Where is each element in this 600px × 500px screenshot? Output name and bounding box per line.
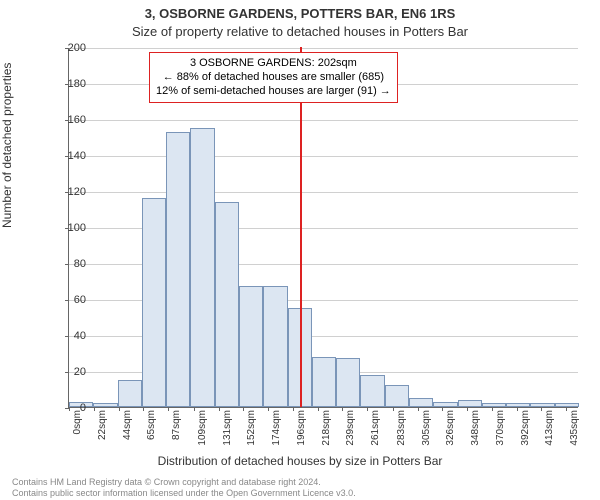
histogram-bar bbox=[142, 198, 166, 407]
histogram-bar bbox=[215, 202, 239, 407]
histogram-bar bbox=[433, 402, 457, 407]
annotation-line1: 3 OSBORNE GARDENS: 202sqm bbox=[156, 57, 391, 71]
gridline bbox=[69, 192, 578, 193]
y-tick-label: 160 bbox=[40, 114, 86, 126]
x-tick-label: 348sqm bbox=[470, 410, 481, 446]
gridline bbox=[69, 156, 578, 157]
y-tick-label: 200 bbox=[40, 42, 86, 54]
x-tick-label: 283sqm bbox=[396, 410, 407, 446]
x-tick-label: 152sqm bbox=[246, 410, 257, 446]
histogram-bar bbox=[506, 403, 530, 407]
x-tick-label: 239sqm bbox=[345, 410, 356, 446]
y-tick-label: 140 bbox=[40, 150, 86, 162]
histogram-bar bbox=[336, 358, 360, 407]
x-tick-label: 87sqm bbox=[171, 410, 182, 440]
license-text: Contains HM Land Registry data © Crown c… bbox=[12, 477, 356, 498]
histogram-bar bbox=[118, 380, 142, 407]
histogram-bar bbox=[93, 403, 117, 407]
histogram-bar bbox=[263, 286, 287, 407]
histogram-bar bbox=[166, 132, 190, 407]
x-tick-label: 65sqm bbox=[146, 410, 157, 440]
plot-area: 0sqm22sqm44sqm65sqm87sqm109sqm131sqm152s… bbox=[68, 48, 578, 408]
x-axis-label: Distribution of detached houses by size … bbox=[0, 454, 600, 468]
x-tick-label: 370sqm bbox=[495, 410, 506, 446]
histogram-bar bbox=[458, 400, 482, 407]
annotation-line2: ← 88% of detached houses are smaller (68… bbox=[156, 71, 391, 85]
y-tick-label: 100 bbox=[40, 222, 86, 234]
x-tick-label: 305sqm bbox=[421, 410, 432, 446]
x-tick-label: 435sqm bbox=[569, 410, 580, 446]
histogram-bar bbox=[385, 385, 409, 407]
x-tick-label: 109sqm bbox=[197, 410, 208, 446]
histogram-bar bbox=[312, 357, 336, 407]
chart-title-main: 3, OSBORNE GARDENS, POTTERS BAR, EN6 1RS bbox=[0, 6, 600, 21]
chart-title-sub: Size of property relative to detached ho… bbox=[0, 24, 600, 39]
gridline bbox=[69, 120, 578, 121]
y-axis-label: Number of detached properties bbox=[0, 63, 14, 228]
x-tick-label: 44sqm bbox=[122, 410, 133, 440]
histogram-bar bbox=[530, 403, 554, 407]
y-tick-label: 60 bbox=[40, 294, 86, 306]
x-tick-label: 392sqm bbox=[520, 410, 531, 446]
y-tick-label: 40 bbox=[40, 330, 86, 342]
x-tick-label: 218sqm bbox=[321, 410, 332, 446]
x-tick-label: 196sqm bbox=[296, 410, 307, 446]
y-tick-label: 120 bbox=[40, 186, 86, 198]
annotation-box: 3 OSBORNE GARDENS: 202sqm ← 88% of detac… bbox=[149, 52, 398, 103]
x-tick-label: 174sqm bbox=[271, 410, 282, 446]
histogram-bar bbox=[409, 398, 433, 407]
x-tick-label: 326sqm bbox=[445, 410, 456, 446]
x-tick-label: 261sqm bbox=[370, 410, 381, 446]
histogram-bar bbox=[239, 286, 263, 407]
y-tick-label: 180 bbox=[40, 78, 86, 90]
histogram-bar bbox=[360, 375, 384, 407]
x-tick-label: 131sqm bbox=[222, 410, 233, 446]
y-tick-label: 0 bbox=[40, 402, 86, 414]
histogram-bar bbox=[482, 403, 506, 407]
y-tick-label: 80 bbox=[40, 258, 86, 270]
gridline bbox=[69, 48, 578, 49]
annotation-line3: 12% of semi-detached houses are larger (… bbox=[156, 85, 391, 99]
histogram-bar bbox=[190, 128, 214, 407]
x-tick-label: 413sqm bbox=[544, 410, 555, 446]
x-tick-label: 22sqm bbox=[97, 410, 108, 440]
y-tick-label: 20 bbox=[40, 366, 86, 378]
